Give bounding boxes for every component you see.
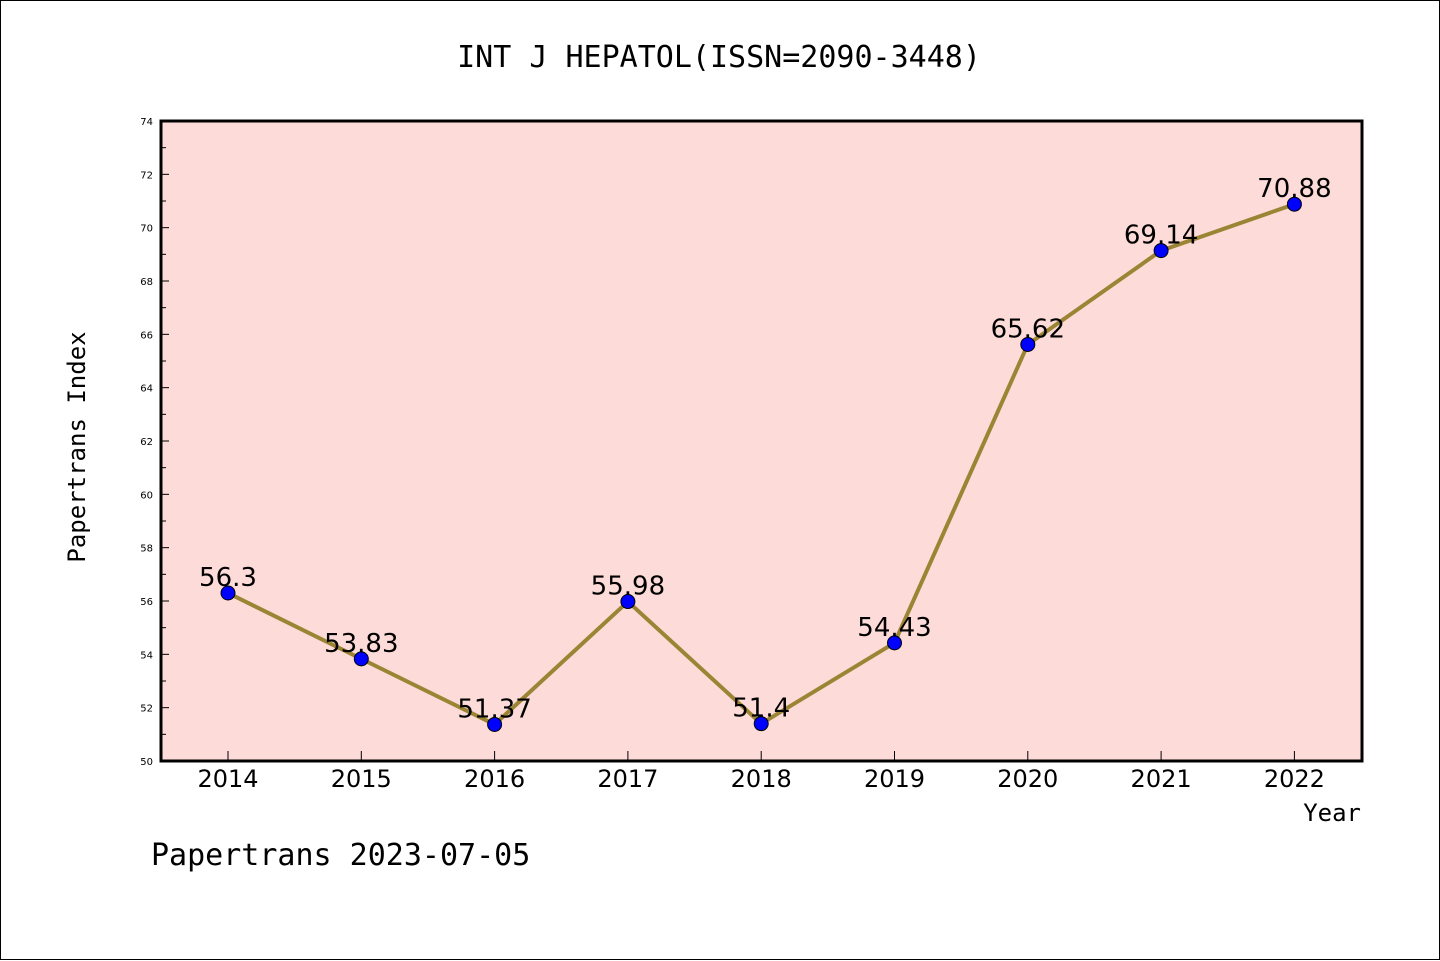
y-tick-label: 74 xyxy=(140,117,153,128)
x-tick-label: 2016 xyxy=(464,765,525,793)
data-label: 51.37 xyxy=(457,694,531,724)
y-tick-label: 70 xyxy=(140,224,153,235)
x-tick-label: 2014 xyxy=(197,765,258,793)
x-tick-label: 2017 xyxy=(597,765,658,793)
data-label: 65.62 xyxy=(991,314,1065,344)
data-label: 53.83 xyxy=(324,629,398,659)
footer-date-stamp: Papertrans 2023-07-05 xyxy=(151,838,530,873)
y-axis-title: Papertrans Index xyxy=(63,331,91,562)
y-tick-label: 72 xyxy=(140,170,153,181)
x-tick-label: 2018 xyxy=(731,765,792,793)
data-label: 54.43 xyxy=(857,613,931,643)
data-label: 55.98 xyxy=(591,572,665,602)
series-markers xyxy=(220,196,1302,732)
x-axis-title: Year xyxy=(1303,799,1361,827)
y-tick-label: 50 xyxy=(140,757,153,768)
data-label: 70.88 xyxy=(1257,174,1331,204)
x-tick-label: 2019 xyxy=(864,765,925,793)
y-tick-label: 52 xyxy=(140,704,153,715)
data-label: 56.3 xyxy=(199,563,257,593)
data-label: 69.14 xyxy=(1124,221,1198,251)
data-point xyxy=(887,635,902,651)
data-point xyxy=(620,594,636,610)
x-tick-label: 2020 xyxy=(997,765,1058,793)
data-point xyxy=(1153,243,1169,259)
x-tick-label: 2021 xyxy=(1131,765,1192,793)
data-point xyxy=(353,651,369,667)
chart-title: INT J HEPATOL(ISSN=2090-3448) xyxy=(457,40,981,75)
y-tick-label: 64 xyxy=(140,384,153,395)
data-point xyxy=(487,716,503,732)
data-label: 51.4 xyxy=(732,694,790,724)
plot-area xyxy=(159,119,1364,763)
data-point xyxy=(220,585,236,601)
x-axis-ticks: 2014 2015 2016 2017 2018 2019 2020 2021 2022 xyxy=(197,751,1325,793)
y-tick-label: 66 xyxy=(140,330,153,341)
data-point xyxy=(1286,196,1302,212)
y-axis-ticks: 50 52 54 56 58 60 62 64 66 68 70 72 74 xyxy=(140,117,169,768)
y-tick-label: 68 xyxy=(140,277,153,288)
y-tick-label: 54 xyxy=(140,650,153,661)
data-point xyxy=(1020,336,1036,352)
x-tick-label: 2015 xyxy=(331,765,392,793)
data-point xyxy=(753,716,769,732)
x-tick-label: 2022 xyxy=(1264,765,1325,793)
y-tick-label: 60 xyxy=(140,490,153,501)
data-labels: 56.3 53.83 51.37 55.98 51.4 54.43 65.62 69.14 70… xyxy=(199,174,1332,724)
y-tick-label: 56 xyxy=(140,597,153,608)
y-tick-label: 58 xyxy=(140,544,153,555)
y-tick-label: 62 xyxy=(140,437,153,448)
